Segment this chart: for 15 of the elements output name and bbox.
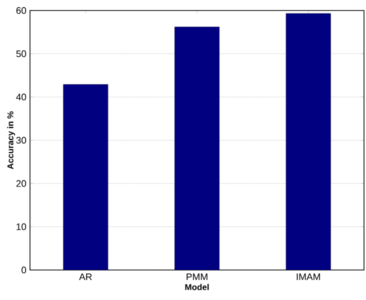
x-tick-label: IMAM: [296, 274, 320, 280]
bar: [286, 13, 331, 270]
y-axis-title: Accuracy in %: [7, 111, 16, 170]
y-tick-label: 10: [16, 223, 26, 230]
bar: [63, 84, 108, 270]
y-tick-label: 30: [16, 136, 26, 144]
bar: [174, 26, 220, 270]
y-tick-label: 50: [16, 50, 26, 58]
y-tick-label: 20: [16, 180, 26, 187]
x-tick-label: PMM: [186, 274, 208, 280]
x-tick-label: AR: [79, 274, 92, 280]
y-tick-label: 60: [16, 7, 26, 14]
y-tick-label: 40: [16, 94, 26, 100]
y-tick-label: 0: [22, 266, 26, 274]
x-axis-title: Model: [185, 284, 209, 290]
